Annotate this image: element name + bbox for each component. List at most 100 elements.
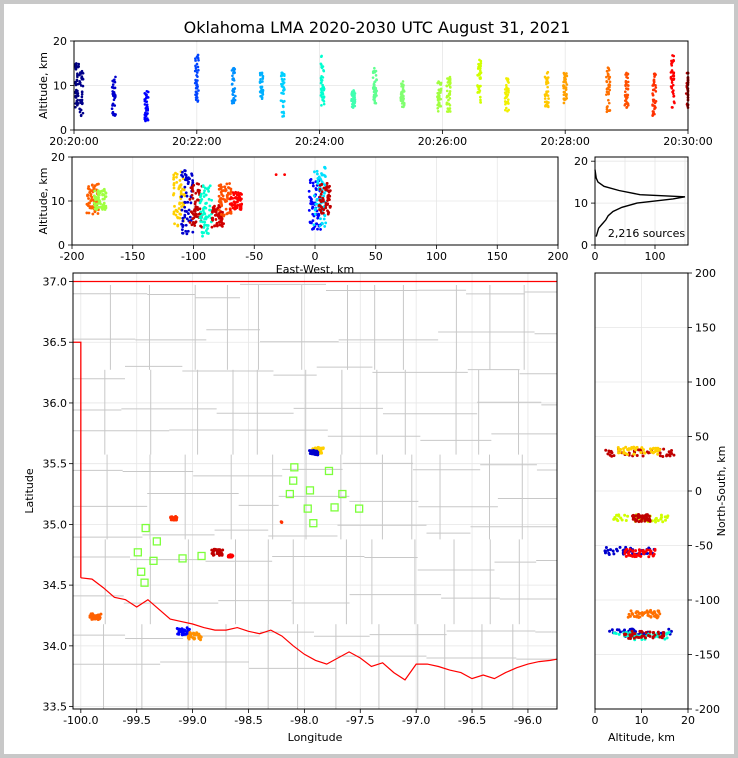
x-tick-label: -50: [245, 250, 263, 263]
source-point: [652, 450, 656, 454]
source-point: [643, 519, 647, 523]
source-point: [198, 207, 202, 211]
x-axis-label: Longitude: [288, 731, 343, 744]
source-point: [97, 194, 100, 197]
source-point: [146, 105, 149, 109]
source-point: [180, 173, 183, 177]
source-point: [610, 628, 614, 632]
source-point: [310, 206, 314, 210]
source-point: [201, 213, 204, 217]
ew-altitude-panel: 0 10 20 -200 -150 -100 -50 0 50 100 150 200 East-Wes…: [37, 151, 569, 276]
source-point: [322, 69, 326, 73]
source-point: [639, 514, 643, 518]
source-point: [186, 182, 190, 186]
source-point: [322, 88, 326, 92]
source-point: [202, 211, 206, 215]
lma-station-marker: [338, 489, 347, 499]
source-point: [637, 520, 641, 524]
y-tick-label: -150: [695, 649, 720, 662]
source-point: [446, 77, 449, 80]
source-point: [614, 632, 618, 636]
source-point: [631, 549, 635, 553]
chart-title: Oklahoma LMA 2020-2030 UTC August 31, 20…: [184, 18, 571, 37]
source-point: [623, 552, 627, 556]
source-point: [236, 203, 239, 207]
source-point: [608, 109, 611, 112]
source-point: [187, 208, 191, 212]
source-point: [74, 80, 77, 84]
source-point: [319, 62, 323, 66]
x-tick-label: -150: [120, 250, 145, 263]
y-tick-label: -100: [695, 594, 720, 607]
source-point: [80, 102, 84, 106]
source-point: [320, 78, 324, 82]
source-point: [323, 165, 326, 169]
source-point: [95, 183, 99, 186]
source-point: [504, 83, 508, 87]
plan-view-panel: 33.5 34.0 34.5 35.0 35.5 36.0 36.5 37.0 -100.0 -9…: [23, 272, 558, 744]
source-point: [605, 93, 608, 96]
source-point: [672, 94, 676, 98]
source-point: [279, 99, 283, 102]
lma-figure: Oklahoma LMA 2020-2030 UTC August 31, 20…: [23, 18, 728, 744]
source-point: [211, 210, 214, 214]
x-tick-label: -100.0: [63, 714, 98, 727]
source-point: [221, 189, 225, 192]
source-point: [80, 95, 84, 99]
source-point: [322, 194, 326, 198]
y-tick-label: 33.5: [43, 701, 68, 714]
source-point: [76, 82, 80, 86]
source-point: [210, 198, 214, 202]
source-point: [225, 199, 228, 203]
lma-station-marker: [152, 537, 161, 546]
source-point: [144, 118, 147, 122]
source-point: [320, 80, 323, 84]
source-point: [651, 635, 655, 639]
source-point: [192, 216, 196, 220]
source-point: [672, 54, 676, 58]
source-point: [180, 228, 184, 232]
source-point: [228, 208, 232, 211]
source-point: [324, 204, 328, 207]
source-point: [562, 101, 566, 105]
y-tick-label: 0: [695, 485, 702, 498]
source-point: [437, 80, 440, 83]
source-point: [208, 208, 211, 212]
source-point: [283, 99, 286, 103]
source-point: [280, 84, 284, 88]
source-point: [232, 200, 236, 204]
source-point: [144, 97, 148, 100]
source-point: [670, 62, 673, 66]
source-point: [321, 446, 325, 450]
source-point: [312, 194, 316, 198]
source-point: [181, 193, 185, 197]
source-point: [186, 212, 190, 215]
source-point: [178, 201, 182, 205]
lma-station-marker: [178, 554, 187, 563]
source-point: [229, 196, 233, 199]
source-point: [317, 203, 321, 207]
source-point: [110, 107, 114, 110]
source-point: [92, 186, 96, 190]
source-point: [622, 632, 626, 636]
source-point: [562, 90, 566, 94]
source-point: [672, 453, 676, 457]
source-point: [477, 62, 480, 66]
source-point: [658, 612, 662, 616]
source-point: [505, 95, 509, 98]
source-point: [643, 550, 647, 554]
source-point: [218, 215, 222, 218]
source-point: [321, 76, 325, 79]
y-tick-label: 200: [695, 267, 716, 280]
y-tick-label: 35.5: [43, 458, 68, 471]
source-point: [649, 551, 653, 555]
x-tick-label: 100: [426, 250, 447, 263]
source-point: [608, 629, 612, 633]
source-point: [204, 202, 207, 205]
source-point: [75, 62, 78, 65]
source-point: [636, 448, 640, 452]
source-point: [609, 548, 613, 552]
source-point: [91, 212, 95, 216]
source-point: [647, 514, 651, 518]
source-point: [321, 211, 325, 215]
